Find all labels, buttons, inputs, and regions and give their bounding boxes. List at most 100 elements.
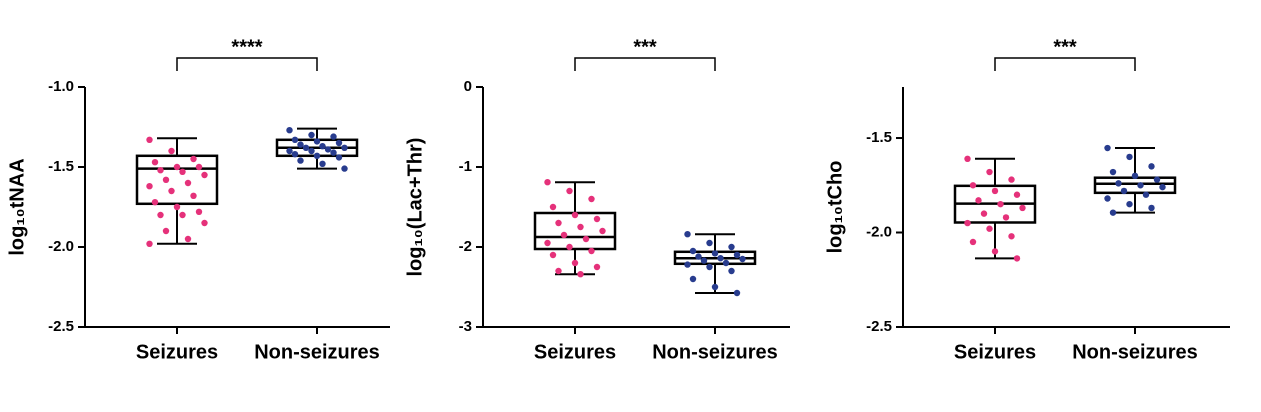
data-point (577, 223, 584, 231)
data-point (335, 154, 343, 161)
data-point (733, 289, 741, 297)
y-tick-label: -2.0 (866, 223, 892, 240)
data-point (151, 199, 159, 206)
panel: 0 -1 -2 -3 log₁₀(Lac+Thr) Seizures Non-seizure… (404, 36, 790, 363)
data-point (1115, 180, 1122, 187)
data-point (544, 179, 551, 186)
y-tick-label: 0 (464, 78, 472, 95)
data-point (190, 192, 197, 199)
x-tick-label: Seizures (954, 341, 1036, 363)
data-point (986, 168, 993, 176)
data-point (308, 131, 315, 139)
data-point (146, 240, 153, 247)
data-point (555, 219, 562, 227)
y-tick-label: -1.5 (48, 158, 74, 175)
data-point (190, 155, 197, 163)
data-point (179, 168, 186, 175)
data-point (335, 139, 343, 147)
data-point (324, 146, 332, 153)
data-point (330, 149, 337, 156)
data-point (700, 257, 708, 264)
data-point (560, 231, 568, 239)
data-point (733, 251, 741, 259)
data-point (157, 211, 164, 219)
data-point (184, 179, 192, 187)
data-point (986, 225, 993, 232)
data-point (1131, 172, 1139, 180)
data-point (588, 195, 595, 203)
data-point (739, 255, 746, 263)
data-point (571, 259, 579, 267)
data-point (162, 176, 170, 183)
data-point (1159, 183, 1166, 191)
data-point (717, 255, 724, 262)
data-point (1019, 204, 1026, 212)
data-point (1008, 176, 1015, 183)
data-point (291, 136, 299, 143)
data-point (162, 227, 170, 235)
data-point (291, 151, 299, 158)
y-tick-label: -2.5 (48, 318, 74, 335)
data-point (1137, 182, 1144, 189)
data-point (1109, 168, 1117, 176)
data-point (1013, 191, 1021, 198)
data-point (1126, 200, 1133, 208)
data-point (689, 247, 697, 255)
data-point (168, 147, 175, 155)
panel: -1.0 -1.5 -2.0 -2.5 log₁₀tNAA Seizures Non-sei… (6, 36, 390, 363)
data-point (588, 247, 595, 255)
box (135, 154, 219, 206)
significance-label: *** (1053, 36, 1077, 58)
data-point (549, 251, 557, 259)
data-point (146, 136, 153, 143)
data-point (1148, 163, 1155, 170)
data-point (313, 138, 321, 145)
data-point (157, 167, 164, 174)
significance-bracket (574, 57, 716, 71)
data-point (297, 141, 304, 148)
data-point (566, 243, 573, 251)
data-point (1002, 214, 1010, 221)
data-point (195, 163, 203, 171)
x-tick-label: Non-seizures (254, 341, 380, 363)
x-tick-label: Non-seizures (652, 341, 778, 363)
x-tick-label: Non-seizures (1072, 341, 1198, 363)
data-point (555, 267, 562, 275)
data-point (711, 250, 719, 257)
data-point (173, 203, 181, 211)
y-axis-label: log₁₀tCho (824, 161, 846, 254)
data-point (168, 187, 175, 195)
data-point (201, 219, 208, 227)
significance-bracket (994, 57, 1136, 71)
data-point (566, 187, 573, 195)
x-tick-label: Seizures (534, 341, 616, 363)
data-point (1109, 209, 1117, 216)
data-point (286, 127, 293, 134)
data-point (313, 152, 321, 159)
data-point (991, 187, 999, 195)
data-point (593, 263, 601, 271)
data-point (964, 219, 971, 227)
significance-label: **** (231, 36, 262, 58)
data-point (582, 235, 590, 243)
data-point (179, 211, 186, 219)
data-point (319, 160, 326, 167)
data-point (980, 210, 988, 217)
significance-label: *** (633, 36, 657, 58)
data-point (151, 159, 159, 166)
data-point (728, 267, 735, 275)
data-point (969, 238, 977, 246)
data-point (308, 147, 315, 155)
data-point (728, 243, 735, 251)
data-point (341, 144, 348, 151)
data-point (319, 143, 326, 150)
data-point (711, 283, 719, 291)
panel: -1.5 -2.0 -2.5 log₁₀tCho Seizures Non-seizure… (824, 36, 1230, 363)
data-point (544, 239, 551, 247)
data-point (593, 215, 601, 223)
data-point (286, 147, 293, 155)
data-point (1120, 187, 1128, 195)
y-tick-label: -1 (459, 158, 472, 175)
data-point (173, 163, 181, 171)
data-point (1008, 233, 1015, 240)
